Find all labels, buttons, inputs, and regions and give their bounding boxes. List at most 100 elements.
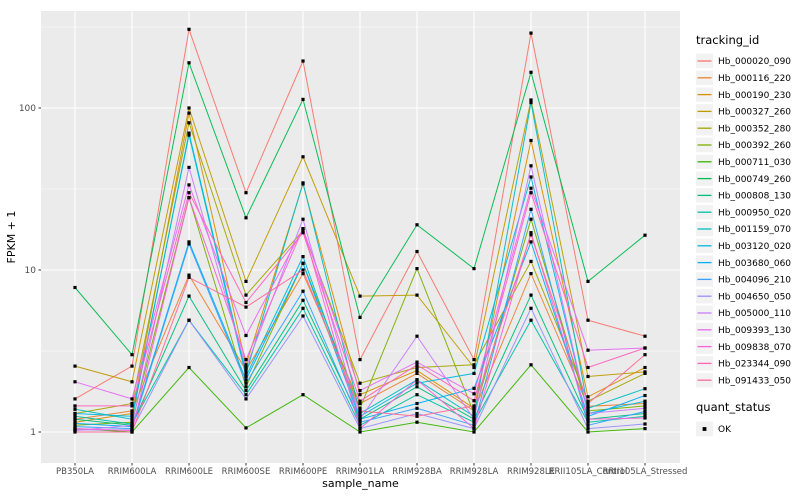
data-point bbox=[643, 393, 647, 398]
data-point bbox=[130, 401, 134, 406]
data-point bbox=[73, 380, 77, 384]
data-point bbox=[586, 427, 590, 431]
data-point bbox=[301, 289, 305, 293]
data-point bbox=[244, 385, 248, 389]
legend-label: Hb_000950_020 bbox=[718, 208, 791, 218]
x-tick-label: PB350LA bbox=[56, 467, 94, 477]
data-point bbox=[415, 401, 419, 406]
data-point bbox=[187, 165, 191, 169]
legend-label-quant-status: OK bbox=[718, 425, 732, 435]
x-tick-label: RRIM928BA bbox=[392, 467, 442, 477]
data-point bbox=[472, 386, 476, 390]
legend-label: Hb_000116_220 bbox=[718, 74, 791, 84]
data-point bbox=[643, 387, 647, 391]
data-point bbox=[301, 97, 305, 101]
legend-label: Hb_005000_110 bbox=[718, 309, 791, 319]
data-point bbox=[187, 242, 191, 246]
legend-label: Hb_023344_090 bbox=[718, 360, 791, 370]
data-point bbox=[358, 389, 362, 393]
data-point bbox=[529, 231, 533, 235]
data-point bbox=[358, 315, 362, 319]
legend-label: Hb_000020_090 bbox=[718, 57, 791, 67]
legend-label: Hb_003120_020 bbox=[718, 242, 791, 252]
data-point bbox=[415, 249, 419, 254]
data-point bbox=[586, 430, 590, 434]
data-point bbox=[301, 155, 305, 159]
data-point bbox=[301, 306, 305, 310]
data-point bbox=[643, 401, 647, 406]
data-point bbox=[73, 414, 77, 418]
data-point bbox=[73, 285, 77, 290]
data-point bbox=[130, 397, 134, 401]
legend-label: Hb_000190_230 bbox=[718, 91, 791, 101]
data-point bbox=[586, 414, 590, 418]
data-point bbox=[130, 423, 134, 427]
data-point bbox=[415, 334, 419, 338]
data-point bbox=[586, 401, 590, 406]
data-point bbox=[301, 261, 305, 265]
data-point bbox=[244, 389, 248, 393]
data-point bbox=[73, 427, 77, 431]
data-point bbox=[130, 380, 134, 384]
data-point bbox=[358, 409, 362, 413]
data-point bbox=[244, 426, 248, 430]
data-point bbox=[187, 111, 191, 115]
legend-label: Hb_004096_210 bbox=[718, 276, 791, 286]
legend-label: Hb_000352_280 bbox=[718, 124, 791, 134]
data-point bbox=[358, 393, 362, 397]
legend-label: Hb_000711_030 bbox=[718, 158, 791, 168]
data-point bbox=[130, 409, 134, 413]
legend-label: Hb_003680_060 bbox=[718, 259, 791, 269]
data-point bbox=[73, 417, 77, 421]
data-point bbox=[529, 164, 533, 168]
data-point bbox=[358, 406, 362, 410]
data-point bbox=[358, 417, 362, 421]
data-point bbox=[73, 430, 77, 434]
x-tick-label: RRII105LA_Control bbox=[549, 467, 628, 477]
x-axis-title: sample_name bbox=[322, 477, 399, 490]
y-tick-label: 100 bbox=[19, 104, 36, 114]
legend-label: Hb_000327_260 bbox=[718, 108, 791, 118]
data-point bbox=[244, 300, 248, 305]
data-point bbox=[73, 425, 77, 429]
data-point bbox=[586, 318, 590, 322]
data-point bbox=[130, 417, 134, 421]
data-point bbox=[415, 420, 419, 424]
legend-label: Hb_009838_070 bbox=[718, 343, 791, 353]
data-point bbox=[529, 207, 533, 211]
x-tick-label: RRIM928LE bbox=[507, 467, 555, 477]
data-point bbox=[586, 374, 590, 379]
data-point bbox=[586, 279, 590, 283]
data-point bbox=[187, 273, 191, 277]
data-point bbox=[472, 371, 476, 375]
data-point bbox=[244, 381, 248, 385]
data-point bbox=[187, 27, 191, 31]
data-point bbox=[244, 358, 248, 362]
data-point bbox=[643, 427, 647, 431]
data-point bbox=[358, 423, 362, 427]
data-point bbox=[643, 404, 647, 408]
data-point bbox=[472, 404, 476, 408]
data-point bbox=[529, 363, 533, 367]
data-point bbox=[244, 368, 248, 372]
data-point bbox=[643, 346, 647, 350]
data-point bbox=[73, 407, 77, 411]
data-point bbox=[643, 233, 647, 237]
data-point bbox=[472, 427, 476, 431]
data-point bbox=[244, 378, 248, 382]
data-point bbox=[586, 395, 590, 399]
data-point bbox=[244, 374, 248, 379]
x-tick-label: RRIM928LA bbox=[450, 467, 499, 477]
data-point bbox=[244, 191, 248, 195]
data-point bbox=[415, 360, 419, 364]
data-point bbox=[529, 293, 533, 297]
data-point bbox=[244, 371, 248, 375]
data-point bbox=[529, 138, 533, 143]
data-point bbox=[244, 333, 248, 338]
data-point bbox=[358, 399, 362, 403]
legend-label: Hb_001159_070 bbox=[718, 225, 791, 235]
data-point bbox=[358, 414, 362, 418]
data-point bbox=[187, 106, 191, 110]
data-point bbox=[415, 393, 419, 397]
data-point bbox=[415, 414, 419, 418]
